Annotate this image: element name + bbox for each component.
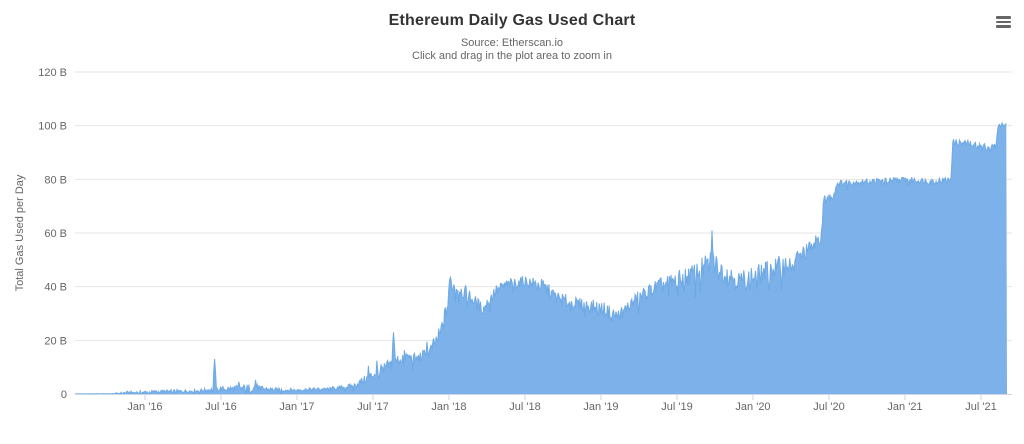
y-axis-tick-label: 40 B (44, 282, 67, 294)
x-axis-tick-label: Jul '16 (205, 401, 236, 413)
y-axis-tick-label: 20 B (44, 335, 67, 347)
y-axis-tick-label: 0 (61, 389, 67, 401)
gas-used-area-series (75, 123, 1007, 394)
x-axis-tick-label: Jul '17 (357, 401, 388, 413)
x-axis-tick-label: Jul '19 (661, 401, 692, 413)
x-axis-tick-label: Jul '21 (965, 401, 996, 413)
chart-context-menu-button[interactable] (991, 11, 1017, 33)
x-axis-tick-label: Jan '17 (279, 401, 314, 413)
gas-used-series-line (75, 121, 1007, 396)
x-axis-tick-label: Jul '18 (509, 401, 540, 413)
y-axis-tick-label: 60 B (44, 228, 67, 240)
chart-title: Ethereum Daily Gas Used Chart (388, 12, 636, 29)
x-axis-tick-label: Jan '16 (127, 401, 162, 413)
y-axis-tick-label: 120 B (38, 67, 67, 79)
chart-source-subtitle: Source: Etherscan.io (460, 37, 564, 49)
x-axis-tick-label: Jan '21 (887, 401, 922, 413)
x-axis-tick-label: Jan '19 (583, 401, 618, 413)
x-axis-tick-label: Jul '20 (813, 401, 844, 413)
chart-zoom-hint: Click and drag in the plot area to zoom … (412, 50, 612, 62)
y-axis-tick-label: 80 B (44, 174, 67, 186)
y-axis-tick-label: 100 B (38, 121, 67, 133)
x-axis-tick-label: Jan '20 (735, 401, 770, 413)
x-axis-tick-label: Jan '18 (431, 401, 466, 413)
